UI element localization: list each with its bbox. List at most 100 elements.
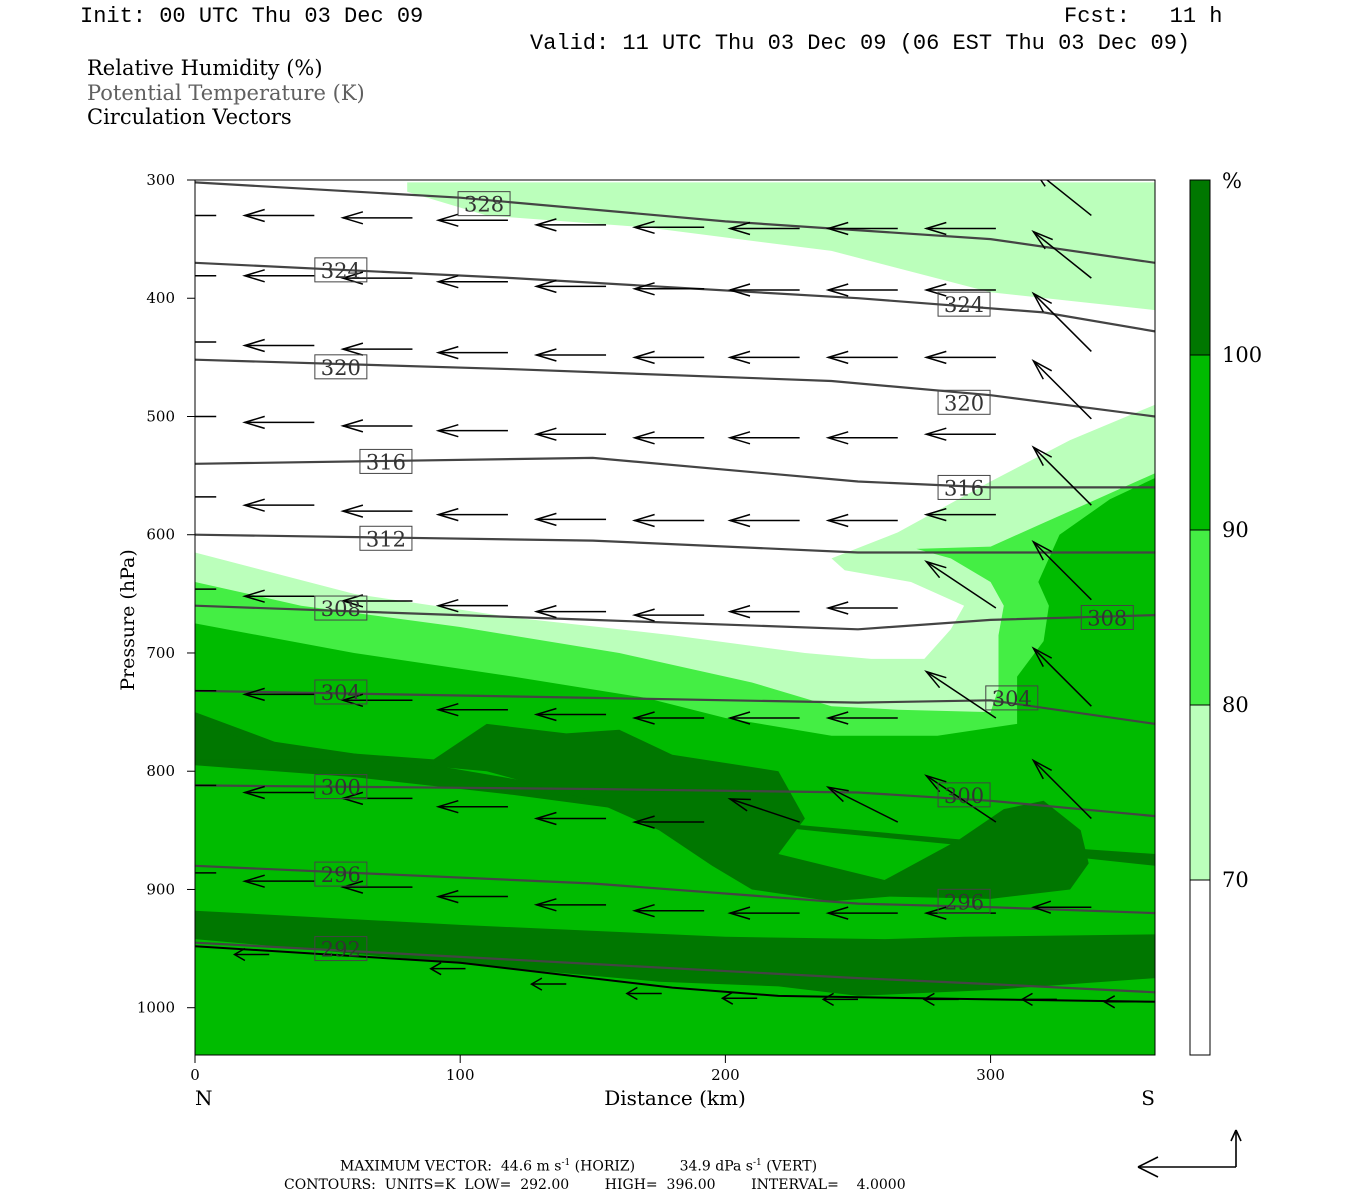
isentrope-label-300-0: 300 — [314, 774, 368, 800]
isentrope-316 — [195, 456, 1155, 489]
vector-head — [1020, 992, 1033, 1007]
colorbar-band-100 — [1190, 180, 1210, 355]
vector-head — [147, 270, 167, 282]
isentrope-label-text: 324 — [944, 293, 984, 317]
isentrope-label-text: 324 — [321, 259, 361, 283]
vector-arrow-59 — [1031, 539, 1092, 601]
vector-shaft — [1032, 360, 1092, 420]
vector-arrow-82 — [340, 880, 413, 894]
vector-arrow-26 — [727, 350, 800, 365]
vector-head — [533, 512, 557, 527]
x-end-label-south: S — [1141, 1086, 1155, 1110]
vector-arrow-61 — [242, 687, 315, 702]
isentrope-label-box — [937, 888, 991, 914]
vector-head — [435, 702, 459, 717]
vector-head — [242, 785, 265, 800]
forecast-hour: Fcst: 11 h — [1064, 4, 1223, 29]
vector-head — [1102, 995, 1116, 1009]
colorbar-tick-label-100: 100 — [1222, 343, 1262, 367]
isentrope-292 — [195, 941, 1155, 994]
isentrope-label-box — [314, 679, 368, 705]
colorbar: 70 80 90 100 — [1189, 179, 1262, 1056]
vector-arrow-8 — [923, 221, 996, 236]
vector-shaft — [1045, 180, 1092, 217]
isentrope-label-308-0: 308 — [314, 595, 368, 621]
rh-region-100-5 — [195, 723, 1089, 902]
vector-head — [435, 889, 459, 904]
vector-head — [435, 345, 459, 360]
vector-head — [340, 880, 364, 894]
vector-arrow-60 — [147, 685, 217, 697]
isentrope-label-text: 292 — [321, 938, 361, 962]
vector-head — [435, 799, 459, 814]
vector-arrow-66 — [727, 711, 800, 725]
y-tick-label-400: 400 — [146, 289, 175, 307]
vector-arrow-58 — [924, 560, 997, 609]
x-axis-title: Distance (km) — [604, 1086, 746, 1110]
vector-head — [727, 604, 751, 619]
vector-arrow-15 — [631, 282, 705, 296]
isentrope-label-box — [314, 861, 368, 887]
vector-head — [825, 221, 849, 236]
vector-head — [727, 431, 751, 445]
vector-head — [242, 269, 265, 283]
reference-vertical-arrowhead — [1230, 1129, 1242, 1142]
vector-head — [1031, 445, 1053, 466]
vector-arrow-73 — [435, 799, 508, 814]
isentrope-label-text: 296 — [321, 863, 361, 887]
vector-head — [821, 992, 834, 1007]
y-tick-label-500: 500 — [146, 407, 175, 425]
vector-arrow-69 — [1031, 646, 1092, 707]
vector-arrow-79 — [1031, 758, 1092, 820]
vector-head — [533, 604, 557, 619]
isentrope-324 — [195, 261, 1155, 333]
vector-arrow-45 — [631, 513, 705, 528]
vector-head — [147, 685, 167, 697]
vector-shaft — [1032, 541, 1092, 601]
vector-head — [147, 491, 167, 503]
colorbar-tick-label-70: 70 — [1222, 868, 1249, 892]
vector-head — [435, 274, 459, 289]
vector-arrow-29 — [1031, 291, 1092, 352]
vector-arrow-93 — [625, 986, 662, 1001]
valid-time: Valid: 11 UTC Thu 03 Dec 09 (06 EST Thu … — [530, 31, 1191, 56]
y-tick-label-1000: 1000 — [137, 999, 175, 1017]
vector-arrow-37 — [825, 431, 898, 445]
vector-head — [825, 283, 849, 297]
vector-head — [340, 419, 364, 433]
legend-circulation-vectors: Circulation Vectors — [87, 105, 292, 129]
isentrope-label-text: 316 — [366, 450, 406, 474]
vector-arrow-47 — [825, 513, 898, 528]
isentrope-label-312-0: 312 — [359, 525, 413, 551]
y-tick-label-900: 900 — [146, 880, 175, 898]
vector-arrow-43 — [435, 507, 508, 522]
vector-head — [631, 282, 655, 296]
isentrope-label-box — [937, 389, 991, 415]
axes: 300 400 500 600 700 800 900 1000 0 100 200 300 — [137, 171, 1005, 1084]
vector-arrow-13 — [435, 274, 508, 289]
isentrope-label-320-1: 320 — [937, 389, 991, 415]
vector-head — [1031, 359, 1053, 380]
y-axis-title: Pressure (hPa) — [117, 549, 139, 691]
isentrope-label-text: 300 — [944, 784, 984, 808]
isentrope-label-text: 312 — [366, 527, 406, 551]
isentrope-label-328-0: 328 — [457, 191, 511, 217]
vector-head — [923, 221, 947, 236]
isentrope-label-text: 320 — [321, 356, 361, 380]
isentrope-label-304-1: 304 — [985, 685, 1039, 711]
vector-arrow-90 — [232, 947, 270, 962]
colorbar-band-80 — [1190, 530, 1210, 705]
vector-head — [727, 513, 751, 528]
vector-arrow-77 — [825, 786, 899, 823]
vector-arrow-4 — [533, 218, 607, 232]
footer-max-vector: MAXIMUM VECTOR: 44.6 m s-1 (HORIZ) 34.9 … — [340, 1158, 818, 1175]
vector-head — [720, 991, 734, 1005]
isentrope-label-text: 316 — [944, 476, 984, 500]
vector-head — [429, 962, 442, 976]
vector-head — [533, 279, 557, 294]
vector-head — [631, 608, 655, 622]
terrain — [195, 945, 1155, 1003]
isentrope-label-text: 304 — [992, 687, 1032, 711]
vector-arrow-51 — [242, 589, 315, 603]
vector-head — [435, 507, 459, 522]
